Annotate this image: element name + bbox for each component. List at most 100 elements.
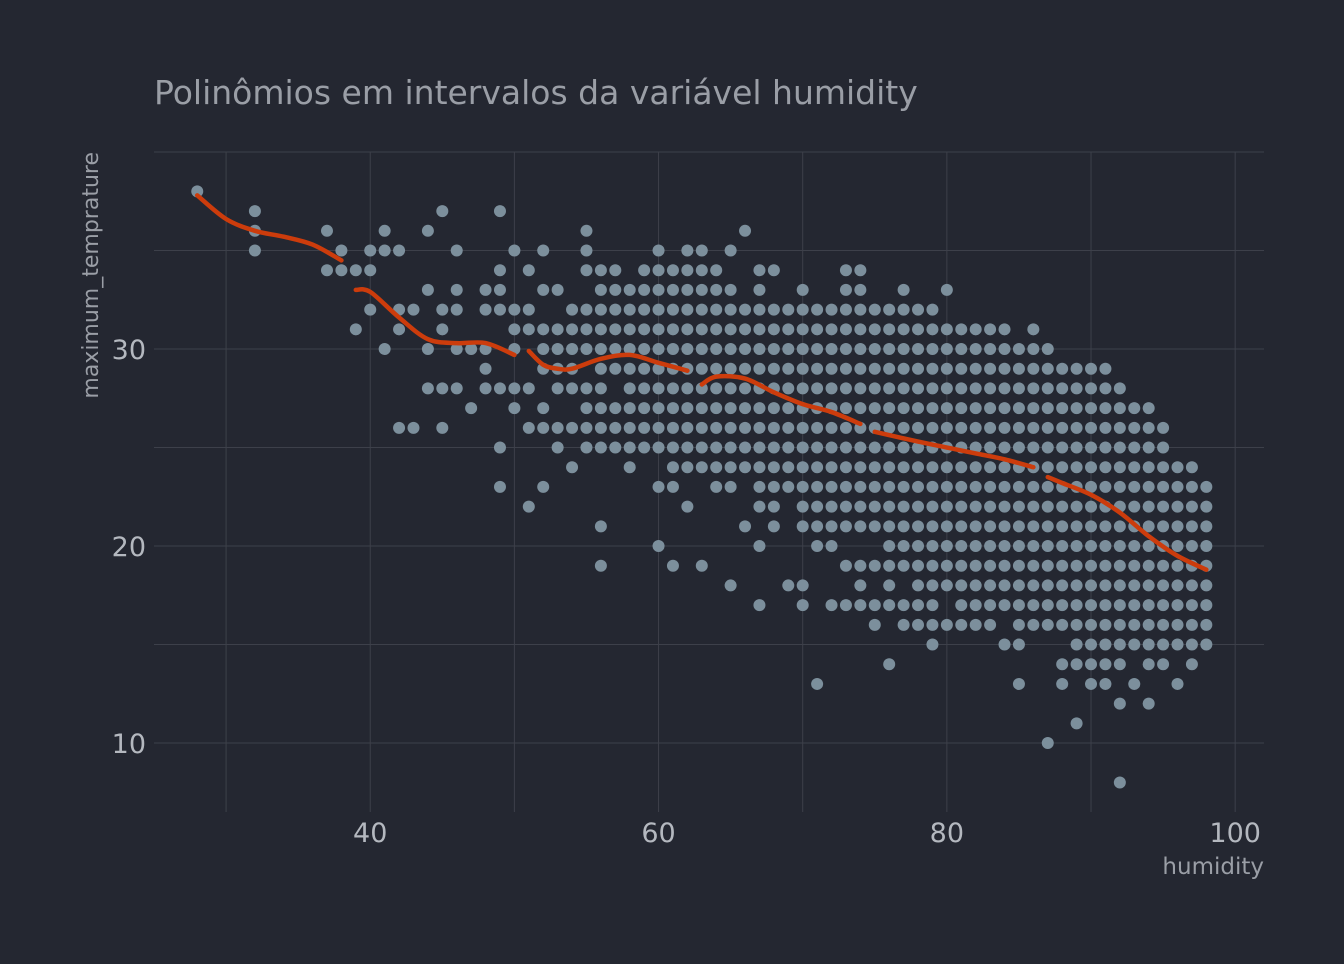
data-point — [1185, 500, 1198, 513]
data-point — [493, 283, 506, 296]
data-point — [681, 500, 694, 513]
data-point — [638, 362, 651, 375]
data-point — [1171, 618, 1184, 631]
data-point — [739, 362, 752, 375]
data-point — [1128, 618, 1141, 631]
data-point — [897, 540, 910, 553]
data-point — [320, 264, 333, 277]
data-point — [1085, 500, 1098, 513]
data-point — [897, 362, 910, 375]
data-point — [609, 343, 622, 356]
data-point — [868, 382, 881, 395]
data-point — [998, 638, 1011, 651]
data-point — [969, 520, 982, 533]
data-point — [912, 540, 925, 553]
data-point — [868, 323, 881, 336]
data-point — [1157, 599, 1170, 612]
data-point — [969, 579, 982, 592]
data-point — [1200, 520, 1213, 533]
data-point — [551, 343, 564, 356]
data-point — [652, 382, 665, 395]
data-point — [897, 500, 910, 513]
data-point — [652, 303, 665, 316]
data-point — [955, 579, 968, 592]
data-point — [1070, 520, 1083, 533]
data-point — [825, 362, 838, 375]
data-point — [753, 500, 766, 513]
data-point — [1027, 323, 1040, 336]
data-point — [1142, 658, 1155, 671]
data-point — [594, 382, 607, 395]
data-point — [897, 559, 910, 572]
data-point — [1128, 480, 1141, 493]
data-point — [681, 323, 694, 336]
data-point — [998, 559, 1011, 572]
data-point — [912, 382, 925, 395]
data-point — [638, 303, 651, 316]
data-point — [652, 343, 665, 356]
data-point — [1070, 402, 1083, 415]
data-point — [1085, 362, 1098, 375]
data-point — [940, 382, 953, 395]
data-point — [940, 618, 953, 631]
data-point — [897, 480, 910, 493]
data-point — [955, 599, 968, 612]
data-point — [753, 461, 766, 474]
data-point — [1070, 638, 1083, 651]
data-point — [969, 480, 982, 493]
data-point — [551, 441, 564, 454]
data-point — [984, 382, 997, 395]
data-point — [839, 461, 852, 474]
data-point — [1113, 421, 1126, 434]
data-point — [1157, 500, 1170, 513]
data-point — [1157, 441, 1170, 454]
data-point — [393, 421, 406, 434]
data-point — [782, 421, 795, 434]
data-point — [493, 382, 506, 395]
data-point — [623, 343, 636, 356]
data-point — [739, 343, 752, 356]
data-point — [825, 303, 838, 316]
data-point — [1012, 520, 1025, 533]
data-point — [926, 618, 939, 631]
data-point — [450, 343, 463, 356]
data-point — [1113, 559, 1126, 572]
data-point — [1171, 579, 1184, 592]
data-point — [825, 323, 838, 336]
data-point — [839, 303, 852, 316]
data-point — [883, 559, 896, 572]
data-point — [522, 382, 535, 395]
data-point — [839, 323, 852, 336]
data-point — [739, 224, 752, 237]
data-point — [623, 323, 636, 336]
data-point — [1085, 441, 1098, 454]
data-point — [364, 303, 377, 316]
data-point — [638, 421, 651, 434]
data-point — [767, 421, 780, 434]
data-point — [537, 343, 550, 356]
data-point — [1185, 638, 1198, 651]
data-point — [1157, 520, 1170, 533]
data-point — [695, 421, 708, 434]
data-point — [969, 323, 982, 336]
data-point — [1027, 579, 1040, 592]
data-point — [666, 323, 679, 336]
data-point — [594, 441, 607, 454]
data-point — [1157, 658, 1170, 671]
data-point — [594, 362, 607, 375]
data-point — [1027, 343, 1040, 356]
data-point — [1012, 382, 1025, 395]
data-point — [796, 323, 809, 336]
data-point — [666, 421, 679, 434]
data-point — [782, 402, 795, 415]
data-point — [652, 402, 665, 415]
data-point — [955, 520, 968, 533]
data-point — [1200, 500, 1213, 513]
data-point — [724, 402, 737, 415]
data-point — [767, 362, 780, 375]
data-point — [1041, 520, 1054, 533]
data-point — [652, 441, 665, 454]
data-point — [811, 382, 824, 395]
data-point — [1200, 599, 1213, 612]
